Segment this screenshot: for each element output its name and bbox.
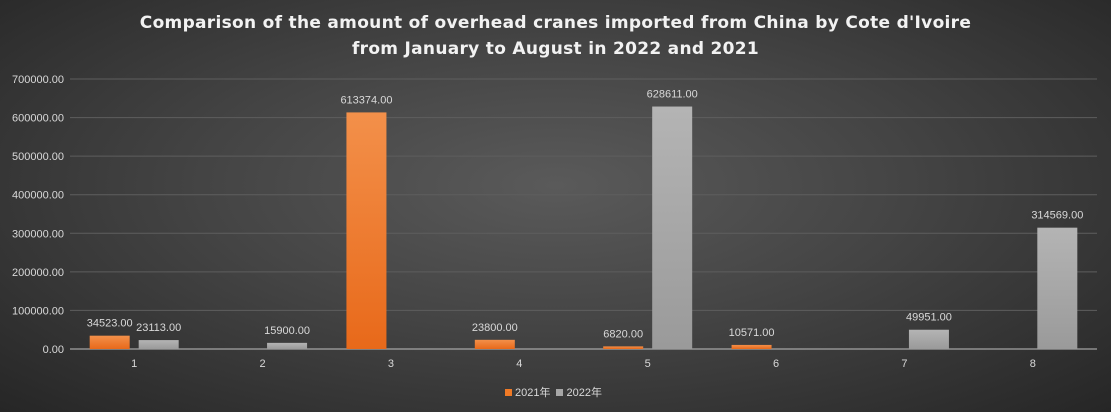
- x-tick-label: 3: [388, 358, 394, 370]
- legend-swatch: [505, 388, 512, 396]
- data-label: 23800.00: [472, 322, 518, 334]
- y-tick-label: 100000.00: [12, 305, 64, 317]
- data-label: 314569.00: [1031, 210, 1083, 222]
- x-tick-label: 7: [901, 358, 907, 370]
- legend: 2021年 2022年: [505, 384, 602, 400]
- legend-swatch: [556, 388, 564, 396]
- bar-2022: [267, 342, 308, 349]
- y-tick-label: 200000.00: [12, 267, 64, 279]
- y-tick-label: 400000.00: [12, 190, 64, 202]
- x-tick-label: 8: [1030, 358, 1036, 370]
- x-tick-label: 1: [131, 358, 137, 370]
- x-tick-label: 5: [645, 358, 651, 370]
- y-tick-label: 600000.00: [12, 113, 64, 125]
- data-label: 49951.00: [906, 312, 952, 324]
- data-label: 628611.00: [647, 89, 698, 101]
- data-label: 34523.00: [87, 318, 133, 330]
- title-line-1: Comparison of the amount of overhead cra…: [139, 13, 972, 33]
- bar-2021: [346, 112, 387, 349]
- chart-title: Comparison of the amount of overhead cra…: [0, 10, 1111, 62]
- y-tick-label: 0.00: [43, 344, 64, 356]
- x-tick-label: 6: [773, 358, 779, 370]
- legend-label: 2022年: [566, 387, 602, 399]
- y-tick-label: 300000.00: [12, 228, 64, 240]
- bar-2022: [908, 329, 949, 349]
- legend-label: 2021年: [515, 387, 551, 399]
- bar-2021: [603, 346, 644, 349]
- x-tick-label: 2: [260, 358, 266, 370]
- bar-2021: [731, 344, 772, 349]
- legend-item-2021: 2021年: [505, 384, 550, 400]
- bar-2022: [652, 106, 693, 349]
- data-label: 613374.00: [340, 94, 392, 106]
- data-label: 23113.00: [136, 322, 181, 334]
- data-label: 10571.00: [729, 327, 775, 339]
- bar-2022: [138, 340, 179, 349]
- title-line-2: from January to August in 2022 and 2021: [351, 39, 760, 59]
- bar-2021: [474, 339, 515, 349]
- x-tick-label: 4: [516, 358, 522, 370]
- bar-2021: [89, 335, 130, 349]
- legend-item-2022: 2022年: [556, 384, 602, 400]
- y-tick-label: 500000.00: [12, 151, 64, 163]
- data-label: 6820.00: [603, 328, 643, 340]
- bar-2022: [1037, 227, 1078, 349]
- y-tick-label: 700000.00: [12, 74, 64, 86]
- data-label: 15900.00: [264, 325, 310, 337]
